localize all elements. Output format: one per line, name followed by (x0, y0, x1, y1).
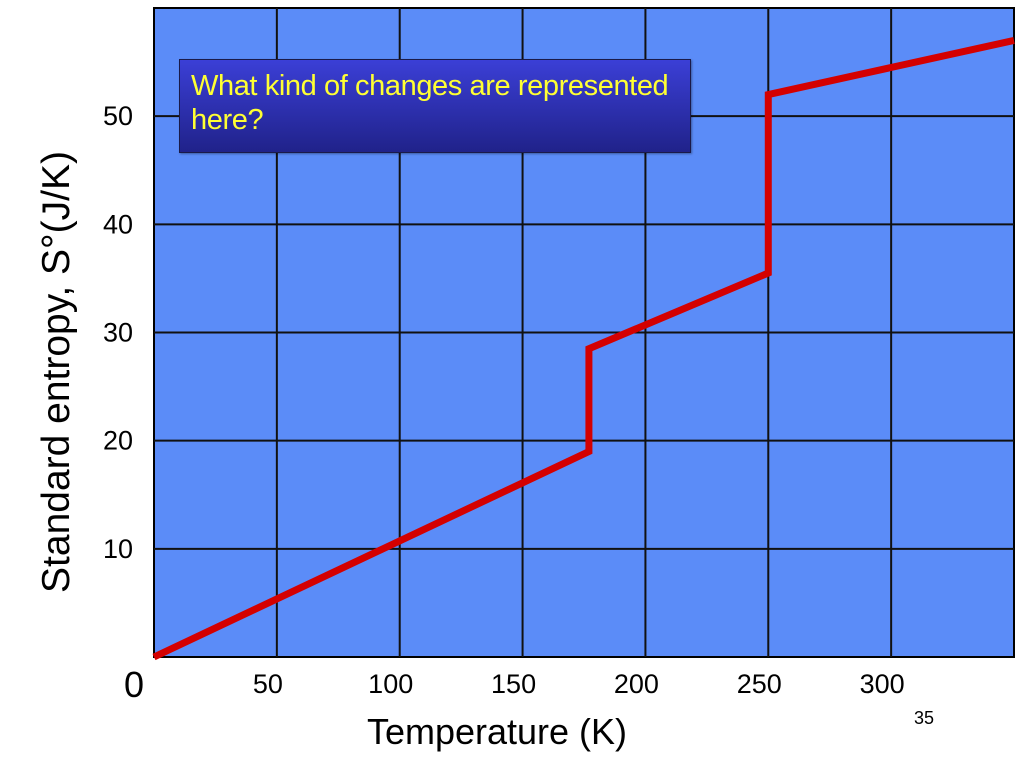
x-tick-label: 100 (368, 669, 413, 699)
y-axis-label: Standard entropy, S°(J/K) (35, 151, 78, 593)
page-number: 35 (914, 708, 935, 728)
y-tick-label: 10 (103, 534, 133, 564)
x-tick-label: 200 (614, 669, 659, 699)
y-tick-label: 50 (103, 101, 133, 131)
x-tick-label: 150 (491, 669, 536, 699)
entropy-line (152, 37, 1015, 661)
x-tick-label: 300 (860, 669, 905, 699)
x-tick-label: 250 (737, 669, 782, 699)
y-tick-label: 40 (103, 209, 133, 239)
y-tick-labels: 10 20 30 40 50 (103, 101, 133, 564)
question-callout: What kind of changes are represented her… (179, 59, 691, 153)
x-tick-labels: 0 50 100 150 200 250 300 (124, 664, 905, 705)
y-tick-label: 20 (103, 426, 133, 456)
callout-text: What kind of changes are represented her… (191, 70, 669, 136)
x-axis-label: Temperature (K) (367, 711, 627, 752)
series-layer (152, 37, 1015, 661)
x-tick-label: 50 (253, 669, 283, 699)
y-tick-label: 30 (103, 318, 133, 348)
x-tick-label: 0 (124, 664, 144, 705)
